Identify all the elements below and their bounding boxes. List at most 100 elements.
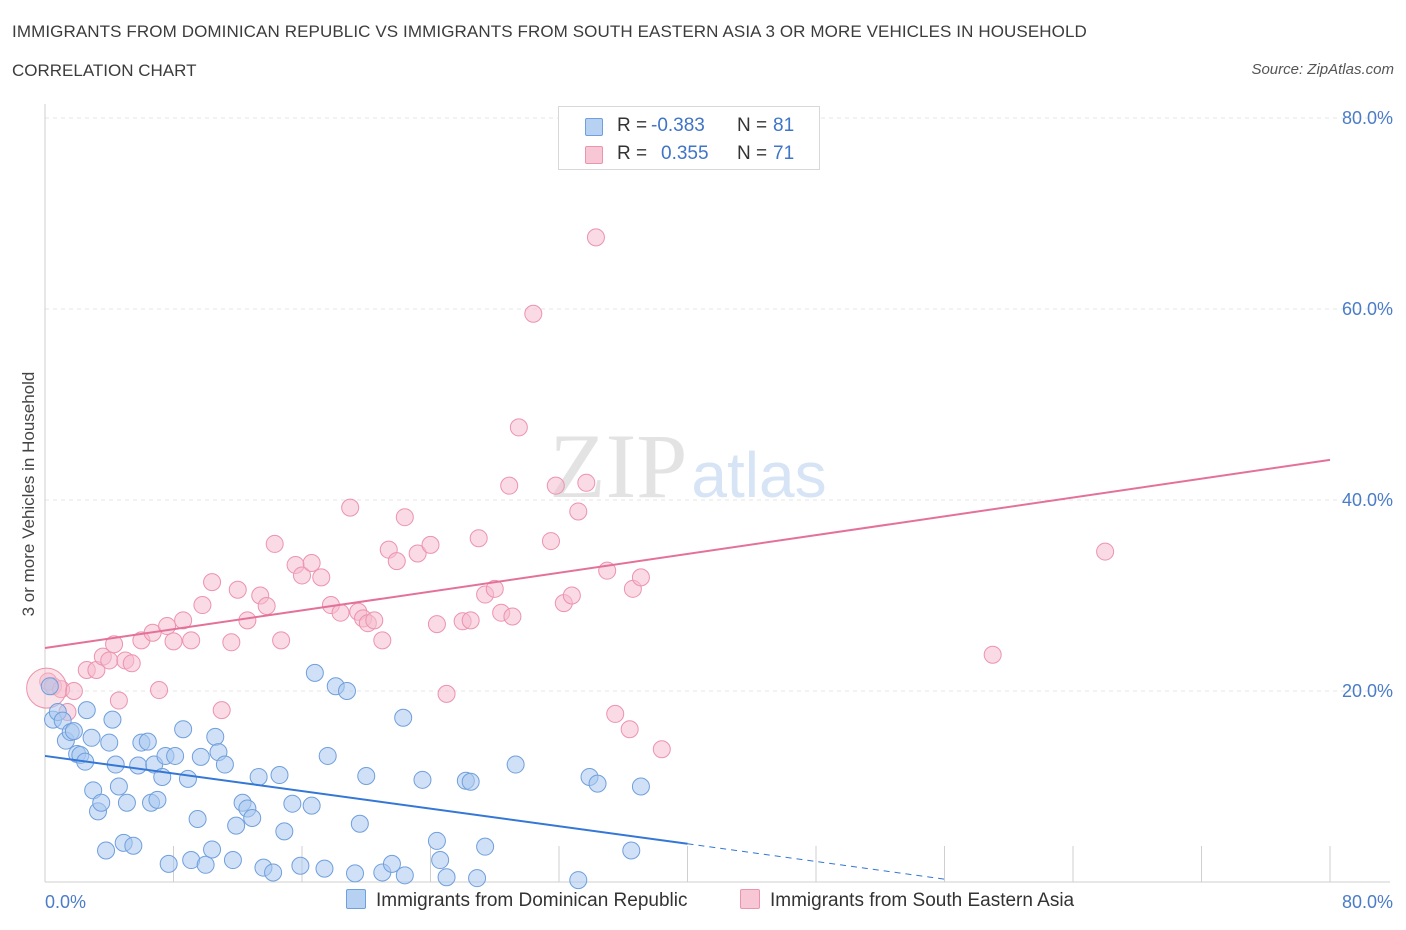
data-point-seasia: [150, 681, 169, 700]
data-point-dominican: [302, 796, 321, 815]
data-point-dominican: [77, 701, 96, 720]
tick-labels: 20.0% 40.0% 60.0% 80.0% 0.0% 80.0%: [45, 108, 1393, 912]
data-point-dominican: [264, 863, 283, 882]
data-point-dominican: [40, 677, 59, 696]
trend-line-seasia: [44, 458, 1331, 650]
data-point-dominican: [350, 814, 369, 833]
data-point-seasia: [228, 580, 247, 599]
stats-box: R = -0.383 N = 81 R = 0.355 N = 71: [558, 106, 820, 170]
data-point-dominican: [227, 816, 246, 835]
legend-label-seasia: Immigrants from South Eastern Asia: [770, 890, 1075, 911]
chart-title: IMMIGRANTS FROM DOMINICAN REPUBLIC VS IM…: [12, 22, 1087, 41]
data-point-seasia: [182, 631, 201, 650]
data-point-dominican: [394, 708, 413, 727]
data-point-dominican: [382, 854, 401, 873]
data-point-seasia: [312, 568, 331, 587]
data-point-dominican: [318, 746, 337, 765]
data-point-dominican: [413, 770, 432, 789]
data-point-seasia: [503, 607, 522, 626]
data-point-seasia: [524, 304, 543, 323]
data-point-seasia: [620, 720, 639, 739]
data-point-seasia: [387, 552, 406, 571]
series-dominican-republic: [40, 663, 650, 890]
watermark: ZIPatlas: [549, 415, 826, 517]
data-point-seasia: [509, 418, 528, 437]
trend-line-dominican: [44, 754, 688, 845]
data-point-dominican: [431, 851, 450, 870]
stats-n-label: N =: [737, 115, 768, 136]
data-point-seasia: [577, 473, 596, 492]
data-point-seasia: [265, 534, 284, 553]
data-point-seasia: [395, 508, 414, 527]
data-point-dominican: [103, 710, 122, 729]
stats-row-seasia: R = 0.355 N = 71: [559, 140, 819, 168]
data-point-seasia: [257, 597, 276, 616]
y-tick-label: 80.0%: [1342, 108, 1393, 128]
legend-swatch-blue: [346, 889, 366, 909]
data-point-dominican: [243, 809, 262, 828]
y-tick-label: 20.0%: [1342, 681, 1393, 701]
data-point-dominican: [196, 855, 215, 874]
data-point-dominican: [100, 733, 119, 752]
data-point-seasia: [164, 632, 183, 651]
data-point-seasia: [500, 476, 519, 495]
data-point-dominican: [337, 682, 356, 700]
source-credit: Source: ZipAtlas.com: [1251, 61, 1394, 78]
data-point-dominican: [191, 747, 210, 766]
legend-item-seasia: Immigrants from South Eastern Asia: [740, 889, 1074, 912]
data-point-dominican: [476, 837, 495, 856]
data-point-dominican: [283, 794, 302, 813]
data-point-dominican: [223, 851, 242, 870]
x-tick-label-min: 0.0%: [45, 892, 86, 912]
data-point-dominican: [468, 869, 487, 888]
data-point-seasia: [272, 631, 291, 650]
data-point-seasia: [586, 228, 605, 247]
y-tick-label: 60.0%: [1342, 299, 1393, 319]
data-point-seasia: [569, 502, 588, 521]
data-point-dominican: [148, 790, 167, 809]
data-point-dominican: [215, 755, 234, 774]
legend-swatch-pink: [740, 889, 760, 909]
data-point-dominican: [82, 728, 101, 747]
data-point-seasia: [331, 603, 350, 622]
data-point-dominican: [622, 841, 641, 860]
data-point-seasia: [174, 611, 193, 630]
data-point-seasia: [193, 596, 212, 615]
data-point-dominican: [291, 856, 310, 875]
data-point-seasia: [302, 554, 321, 573]
data-point-seasia: [606, 704, 625, 723]
data-point-dominican: [305, 663, 324, 682]
data-point-dominican: [178, 769, 197, 788]
stats-r-label: R =: [617, 115, 648, 136]
watermark-atlas: atlas: [691, 439, 826, 511]
data-point-dominican: [117, 793, 136, 812]
data-point-seasia: [203, 573, 222, 592]
data-point-seasia: [64, 682, 83, 700]
data-point-seasia: [461, 611, 480, 630]
chart-subtitle: CORRELATION CHART: [12, 61, 197, 80]
data-point-dominican: [159, 854, 178, 873]
stats-r-value: -0.383: [651, 115, 705, 136]
legend-item-dominican: Immigrants from Dominican Republic: [346, 889, 688, 912]
data-point-dominican: [249, 767, 268, 786]
stats-n-value: 81: [773, 115, 795, 136]
data-point-dominican: [188, 809, 207, 828]
data-point-seasia: [212, 701, 231, 720]
data-point-dominican: [97, 841, 116, 860]
data-point-seasia: [408, 544, 427, 563]
stats-r-value: 0.355: [661, 143, 709, 164]
data-point-dominican: [64, 722, 83, 741]
gridlines: [45, 117, 1390, 692]
x-tick-label-max: 80.0%: [1342, 892, 1393, 912]
data-point-seasia: [562, 586, 581, 605]
trend-lines: [44, 458, 1331, 880]
data-point-dominican: [437, 868, 456, 887]
data-point-dominican: [124, 836, 143, 855]
data-point-seasia: [437, 684, 456, 703]
data-point-seasia: [652, 740, 671, 759]
data-point-seasia: [222, 633, 241, 652]
data-point-seasia: [238, 611, 257, 630]
data-point-dominican: [357, 766, 376, 785]
data-point-seasia: [427, 615, 446, 634]
